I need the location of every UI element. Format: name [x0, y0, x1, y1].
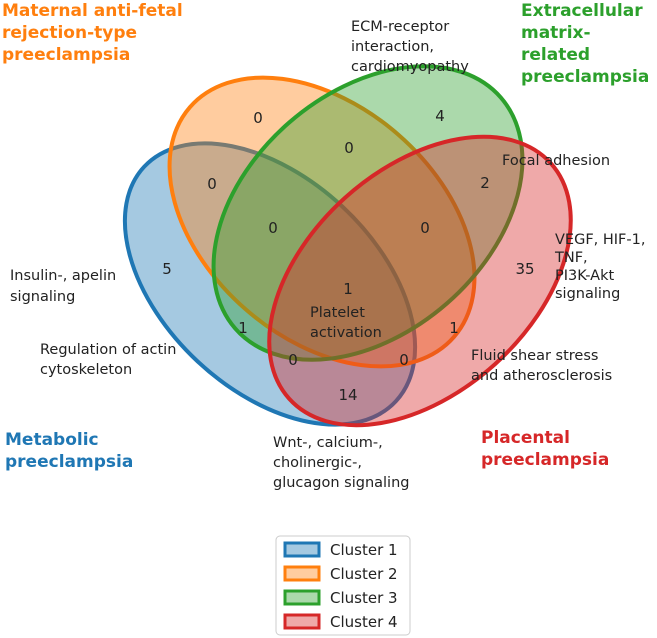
annotation-platelet: Platelet activation — [310, 305, 382, 341]
set-titles: Maternal anti-fetal rejection-type preec… — [2, 1, 649, 472]
annotation-actin: Regulation of actin cytoskeleton — [40, 342, 181, 378]
count-c1-c2-c3: 0 — [268, 219, 278, 237]
annotation-ecm: ECM-receptor interaction, cardiomyopathy — [351, 19, 469, 75]
legend-swatch-cluster3 — [283, 589, 321, 606]
legend: Cluster 1 Cluster 2 Cluster 3 Cluster 4 — [275, 535, 411, 636]
count-c2-c3: 0 — [344, 139, 354, 157]
pathway-annotations: ECM-receptor interaction, cardiomyopathy… — [10, 19, 650, 491]
annotation-insulin: Insulin-, apelin signaling — [10, 268, 121, 305]
count-c1-c3-c4: 0 — [399, 351, 409, 369]
legend-label-cluster3: Cluster 3 — [330, 589, 398, 607]
legend-swatch-cluster4 — [283, 613, 321, 630]
legend-swatch-cluster2 — [283, 565, 321, 582]
count-c2-only: 0 — [253, 109, 263, 127]
title-cluster1: Metabolic preeclampsia — [5, 430, 133, 472]
count-c1-c4: 14 — [338, 386, 357, 404]
count-c1-c3: 1 — [238, 319, 248, 337]
count-c2-c3-c4: 0 — [420, 219, 430, 237]
region-counts: 0 4 0 0 2 0 0 5 35 1 1 1 0 0 14 — [162, 107, 534, 404]
annotation-vegf: VEGF, HIF-1, TNF, PI3K-Akt signaling — [554, 232, 650, 302]
legend-item-cluster4: Cluster 4 — [283, 613, 398, 631]
count-c4-only: 35 — [515, 260, 534, 278]
title-cluster3: Extracellular matrix- related preeclamps… — [521, 1, 649, 87]
count-all-four: 1 — [343, 280, 353, 298]
count-c3-c4: 2 — [480, 174, 490, 192]
legend-frame — [275, 535, 411, 636]
legend-item-cluster1: Cluster 1 — [283, 541, 398, 559]
title-cluster2: Maternal anti-fetal rejection-type preec… — [2, 1, 189, 65]
title-cluster4: Placental preeclampsia — [481, 428, 609, 470]
count-c1-only: 5 — [162, 260, 172, 278]
legend-label-cluster1: Cluster 1 — [330, 541, 398, 559]
legend-swatch-cluster1 — [283, 541, 321, 558]
set-ellipse-cluster1 — [122, 141, 418, 427]
legend-label-cluster4: Cluster 4 — [330, 613, 398, 631]
count-c1-c2: 0 — [207, 175, 217, 193]
set-ellipses — [122, 64, 573, 428]
annotation-focal: Focal adhesion — [502, 153, 610, 169]
set-ellipse-cluster4 — [267, 134, 573, 428]
set-ellipse-cluster3 — [211, 64, 525, 362]
legend-label-cluster2: Cluster 2 — [330, 565, 398, 583]
annotation-fluid: Fluid shear stress and atherosclerosis — [471, 348, 612, 384]
count-c3-only: 4 — [435, 107, 445, 125]
count-c1-c2-c4: 0 — [288, 351, 298, 369]
count-c2-c4: 1 — [449, 319, 459, 337]
annotation-wnt: Wnt-, calcium-, cholinergic-, glucagon s… — [273, 435, 409, 491]
legend-item-cluster2: Cluster 2 — [283, 565, 398, 583]
legend-item-cluster3: Cluster 3 — [283, 589, 398, 607]
